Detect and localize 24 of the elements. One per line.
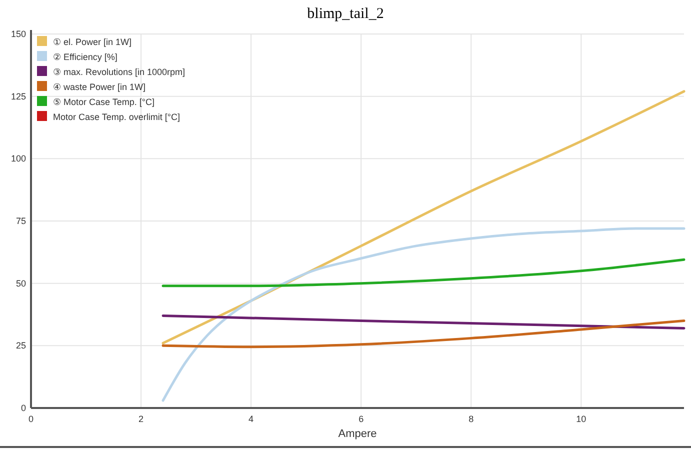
legend-label: ④ waste Power [in 1W] xyxy=(53,82,146,92)
x-tick-label: 4 xyxy=(248,414,254,424)
y-tick-label: 100 xyxy=(10,154,26,164)
line-series xyxy=(162,227,686,402)
line-series xyxy=(162,319,686,348)
legend-label: ② Efficiency [%] xyxy=(53,52,118,62)
y-tick-label: 75 xyxy=(16,216,26,226)
y-tick-label: 125 xyxy=(10,91,26,102)
x-tick-label: 6 xyxy=(358,414,364,424)
y-tick-label: 150 xyxy=(10,29,26,39)
legend-label: ① el. Power [in 1W] xyxy=(53,37,132,47)
x-tick-label: 0 xyxy=(28,414,34,424)
x-tick-label: 8 xyxy=(468,414,474,424)
legend-label: ③ max. Revolutions [in 1000rpm] xyxy=(53,67,186,77)
y-tick-label: 0 xyxy=(20,403,26,413)
y-tick-label: 25 xyxy=(16,340,26,351)
y-tick-label: 50 xyxy=(16,278,26,288)
x-axis-title: Ampere xyxy=(338,428,377,440)
x-tick-label: 2 xyxy=(138,414,144,424)
x-tick-label: 10 xyxy=(576,414,586,424)
legend-label: ⑤ Motor Case Temp. [°C] xyxy=(53,97,154,107)
legend-label: Motor Case Temp. overlimit [°C] xyxy=(53,112,180,122)
line-series xyxy=(162,258,686,288)
chart-title: blimp_tail_2 xyxy=(307,6,384,22)
